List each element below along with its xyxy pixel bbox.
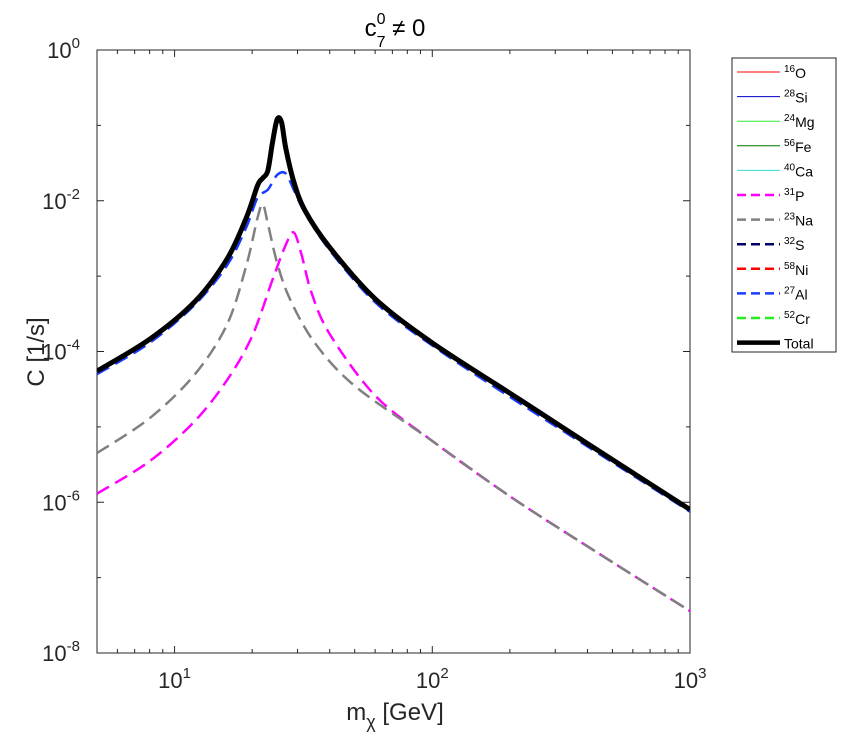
- series-line-na: [97, 202, 690, 613]
- y-tick-label: 10-8: [42, 638, 80, 666]
- y-tick-label: 10-6: [42, 487, 80, 515]
- legend-label: 28Si: [784, 89, 808, 106]
- y-tick-label: 10-2: [42, 186, 80, 214]
- x-tick-label: 101: [158, 665, 191, 693]
- y-axis-tick-labels: 100 10-2 10-4 10-6 10-8: [42, 35, 80, 666]
- series-layer: [97, 115, 690, 613]
- legend-label: 40Ca: [784, 162, 813, 179]
- legend-label: 27Al: [784, 285, 808, 302]
- series-line-p: [97, 231, 690, 613]
- x-axis-tick-labels: 101 102 103: [158, 665, 706, 693]
- y-tick-label: 10-4: [42, 337, 80, 365]
- x-tick-label: 103: [674, 665, 707, 693]
- series-line-al: [97, 170, 690, 513]
- x-tick-label: 102: [416, 665, 449, 693]
- y-axis-label: C [1/s]: [23, 317, 50, 386]
- legend-label: 56Fe: [784, 138, 812, 155]
- y-tick-label: 100: [47, 35, 80, 63]
- legend-label: 52Cr: [784, 310, 810, 327]
- legend: 16O 28Si 24Mg 56Fe 40Ca 31P 23Na 32S 58Ni 27Al 52C…: [731, 57, 837, 353]
- legend-box: [731, 57, 837, 353]
- axis-ticks: [96, 49, 691, 654]
- legend-label: 32S: [784, 236, 804, 253]
- plot-area: [96, 49, 691, 654]
- series-line-total: [97, 115, 690, 512]
- legend-label: Total: [784, 336, 814, 352]
- x-axis-label: mχ [GeV]: [346, 699, 443, 732]
- legend-label: 23Na: [784, 212, 813, 229]
- chart-title: c70 ≠ 0: [365, 11, 426, 51]
- legend-label: 24Mg: [784, 113, 815, 130]
- legend-label: 31P: [784, 187, 804, 204]
- legend-label: 58Ni: [784, 261, 808, 278]
- legend-label: 16O: [784, 64, 806, 81]
